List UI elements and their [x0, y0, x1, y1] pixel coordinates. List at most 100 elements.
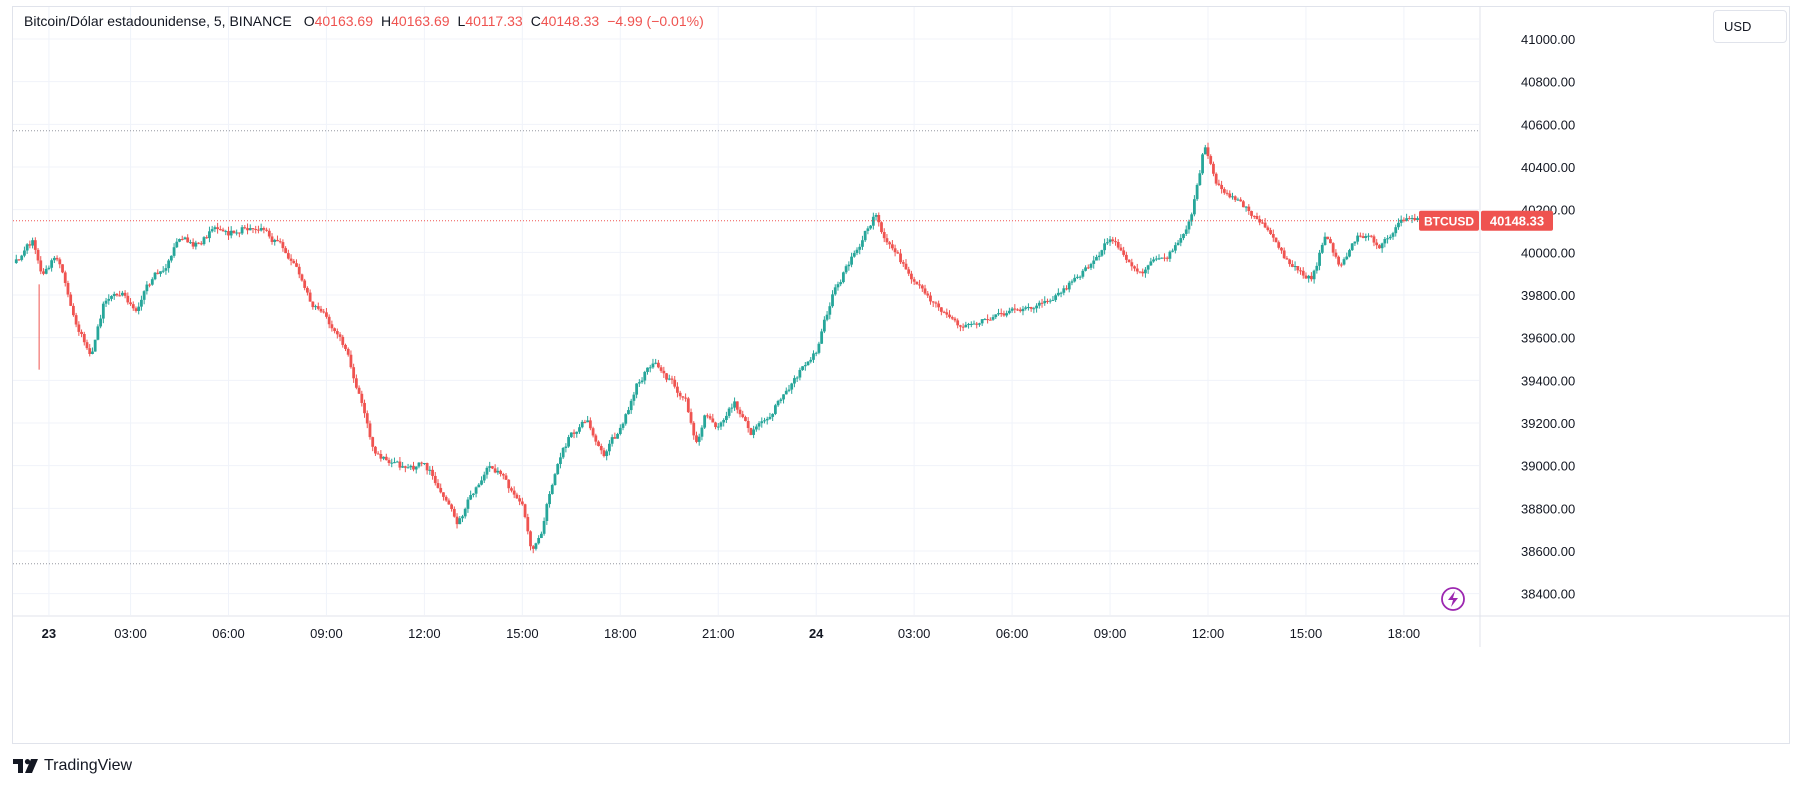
candle-up: [1048, 300, 1052, 302]
candle-down: [926, 293, 930, 296]
candle-up: [1318, 252, 1321, 266]
grid-layer: [13, 7, 1479, 615]
candle-down: [1111, 239, 1115, 242]
candle-down: [942, 311, 946, 313]
candle-up: [120, 292, 124, 296]
candle-up: [1073, 277, 1077, 282]
candle-down: [28, 244, 32, 246]
candle-up: [983, 319, 987, 321]
candle-up: [730, 407, 734, 409]
candle-up: [1092, 260, 1096, 264]
candle-down: [986, 319, 990, 321]
candle-up: [836, 284, 840, 288]
candle-down: [1116, 242, 1120, 248]
candle-down: [950, 317, 954, 319]
candle-up: [1105, 242, 1109, 244]
tradingview-logo-icon: [13, 759, 38, 773]
candle-down: [292, 260, 296, 264]
candle-down: [357, 387, 361, 394]
candle-down: [387, 460, 391, 464]
candle-down: [1239, 199, 1243, 202]
candle-up: [627, 410, 630, 415]
candle-down: [1222, 189, 1226, 193]
currency-button[interactable]: USD: [1713, 10, 1787, 43]
candle-up: [1056, 292, 1060, 296]
candle-down: [656, 362, 660, 368]
candle-up: [757, 423, 761, 427]
candle-down: [1358, 235, 1362, 237]
candle-up: [803, 365, 807, 367]
candle-down: [55, 257, 59, 260]
candle-down: [69, 294, 73, 306]
candle-up: [967, 323, 970, 325]
candle-down: [1258, 219, 1262, 223]
low-label: L: [457, 13, 466, 29]
candle-down: [300, 274, 304, 281]
symbol-description[interactable]: Bitcoin/Dólar estadounidense, 5, BINANCE: [24, 13, 292, 29]
candle-up: [1391, 233, 1395, 237]
candle-up: [550, 485, 554, 495]
candle-up: [578, 427, 581, 432]
lightning-icon[interactable]: [1441, 587, 1465, 611]
candle-down: [85, 342, 89, 349]
candle-down: [39, 260, 43, 272]
candle-down: [1296, 266, 1300, 271]
candle-up: [969, 323, 973, 325]
candle-down: [72, 305, 75, 316]
candle-up: [1021, 308, 1025, 312]
candle-down: [591, 428, 595, 436]
candle-up: [175, 241, 179, 248]
candle-up: [608, 443, 611, 452]
candle-down: [588, 420, 592, 429]
candle-up: [458, 518, 462, 525]
candle-down: [1247, 206, 1251, 212]
candle-up: [477, 484, 481, 488]
candle-up: [213, 227, 217, 230]
candle-down: [597, 441, 600, 447]
candle-down: [118, 295, 122, 297]
candle-down: [705, 415, 709, 417]
candle-down: [523, 504, 527, 518]
candle-up: [183, 237, 187, 240]
price-tick-label: 39000.00: [1521, 459, 1575, 474]
candle-down: [1413, 217, 1417, 221]
candle-down: [961, 326, 965, 328]
candle-up: [1244, 206, 1248, 208]
candle-down: [929, 295, 932, 302]
price-chart[interactable]: 41000.0040800.0040600.0040400.0040200.00…: [13, 7, 1789, 743]
candle-down: [1124, 254, 1128, 260]
tradingview-brand[interactable]: TradingView: [13, 757, 132, 775]
candle-up: [224, 231, 228, 233]
candle-down: [1372, 236, 1376, 243]
candle-down: [289, 258, 293, 261]
candle-down: [42, 271, 45, 274]
candle-up: [564, 446, 568, 448]
candle-down: [77, 324, 81, 332]
range-lines: [13, 130, 1479, 565]
candle-down: [681, 396, 685, 398]
candle-down: [1378, 245, 1381, 249]
candle-down: [1407, 218, 1411, 220]
currency-label: USD: [1724, 19, 1752, 34]
candle-up: [779, 399, 783, 401]
price-tag-background: [1481, 210, 1553, 231]
candle-up: [545, 504, 549, 521]
candle-up: [178, 239, 181, 242]
candle-up: [700, 427, 704, 437]
candle-down: [1127, 259, 1131, 263]
candle-down: [749, 428, 753, 435]
candle-up: [401, 466, 405, 468]
candle-up: [409, 465, 413, 468]
candle-down: [501, 474, 505, 476]
candle-down: [368, 423, 372, 438]
candle-down: [254, 229, 258, 231]
candle-down: [1282, 250, 1286, 259]
candle-down: [1288, 259, 1292, 265]
candle-up: [621, 423, 625, 428]
candle-down: [676, 386, 679, 393]
candle-down: [1309, 275, 1313, 280]
candle-down: [1329, 239, 1332, 244]
lightning-icon-ring: [1441, 587, 1465, 611]
candle-down: [216, 227, 220, 230]
candle-down: [918, 284, 921, 286]
